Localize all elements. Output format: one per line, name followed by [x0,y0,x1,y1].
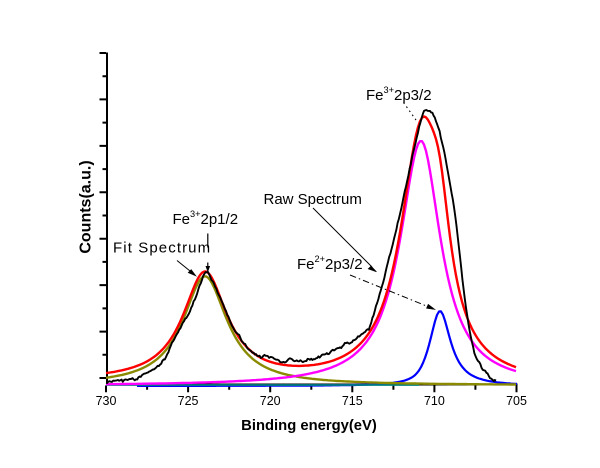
svg-text:730: 730 [96,394,117,408]
svg-text:705: 705 [506,394,527,408]
svg-text:Fe3+2p3/2: Fe3+2p3/2 [366,85,432,104]
svg-text:725: 725 [178,394,199,408]
svg-text:Counts(a.u.): Counts(a.u.) [78,160,95,253]
svg-text:Binding energy(eV): Binding energy(eV) [241,418,377,434]
svg-text:Fit Spectrum: Fit Spectrum [113,240,211,257]
svg-text:710: 710 [424,394,445,408]
svg-text:Fe3+2p1/2: Fe3+2p1/2 [173,209,239,228]
svg-text:720: 720 [260,394,281,408]
svg-text:715: 715 [342,394,363,408]
svg-text:Raw Spectrum: Raw Spectrum [264,191,362,208]
svg-text:Fe2+2p3/2: Fe2+2p3/2 [297,254,363,273]
